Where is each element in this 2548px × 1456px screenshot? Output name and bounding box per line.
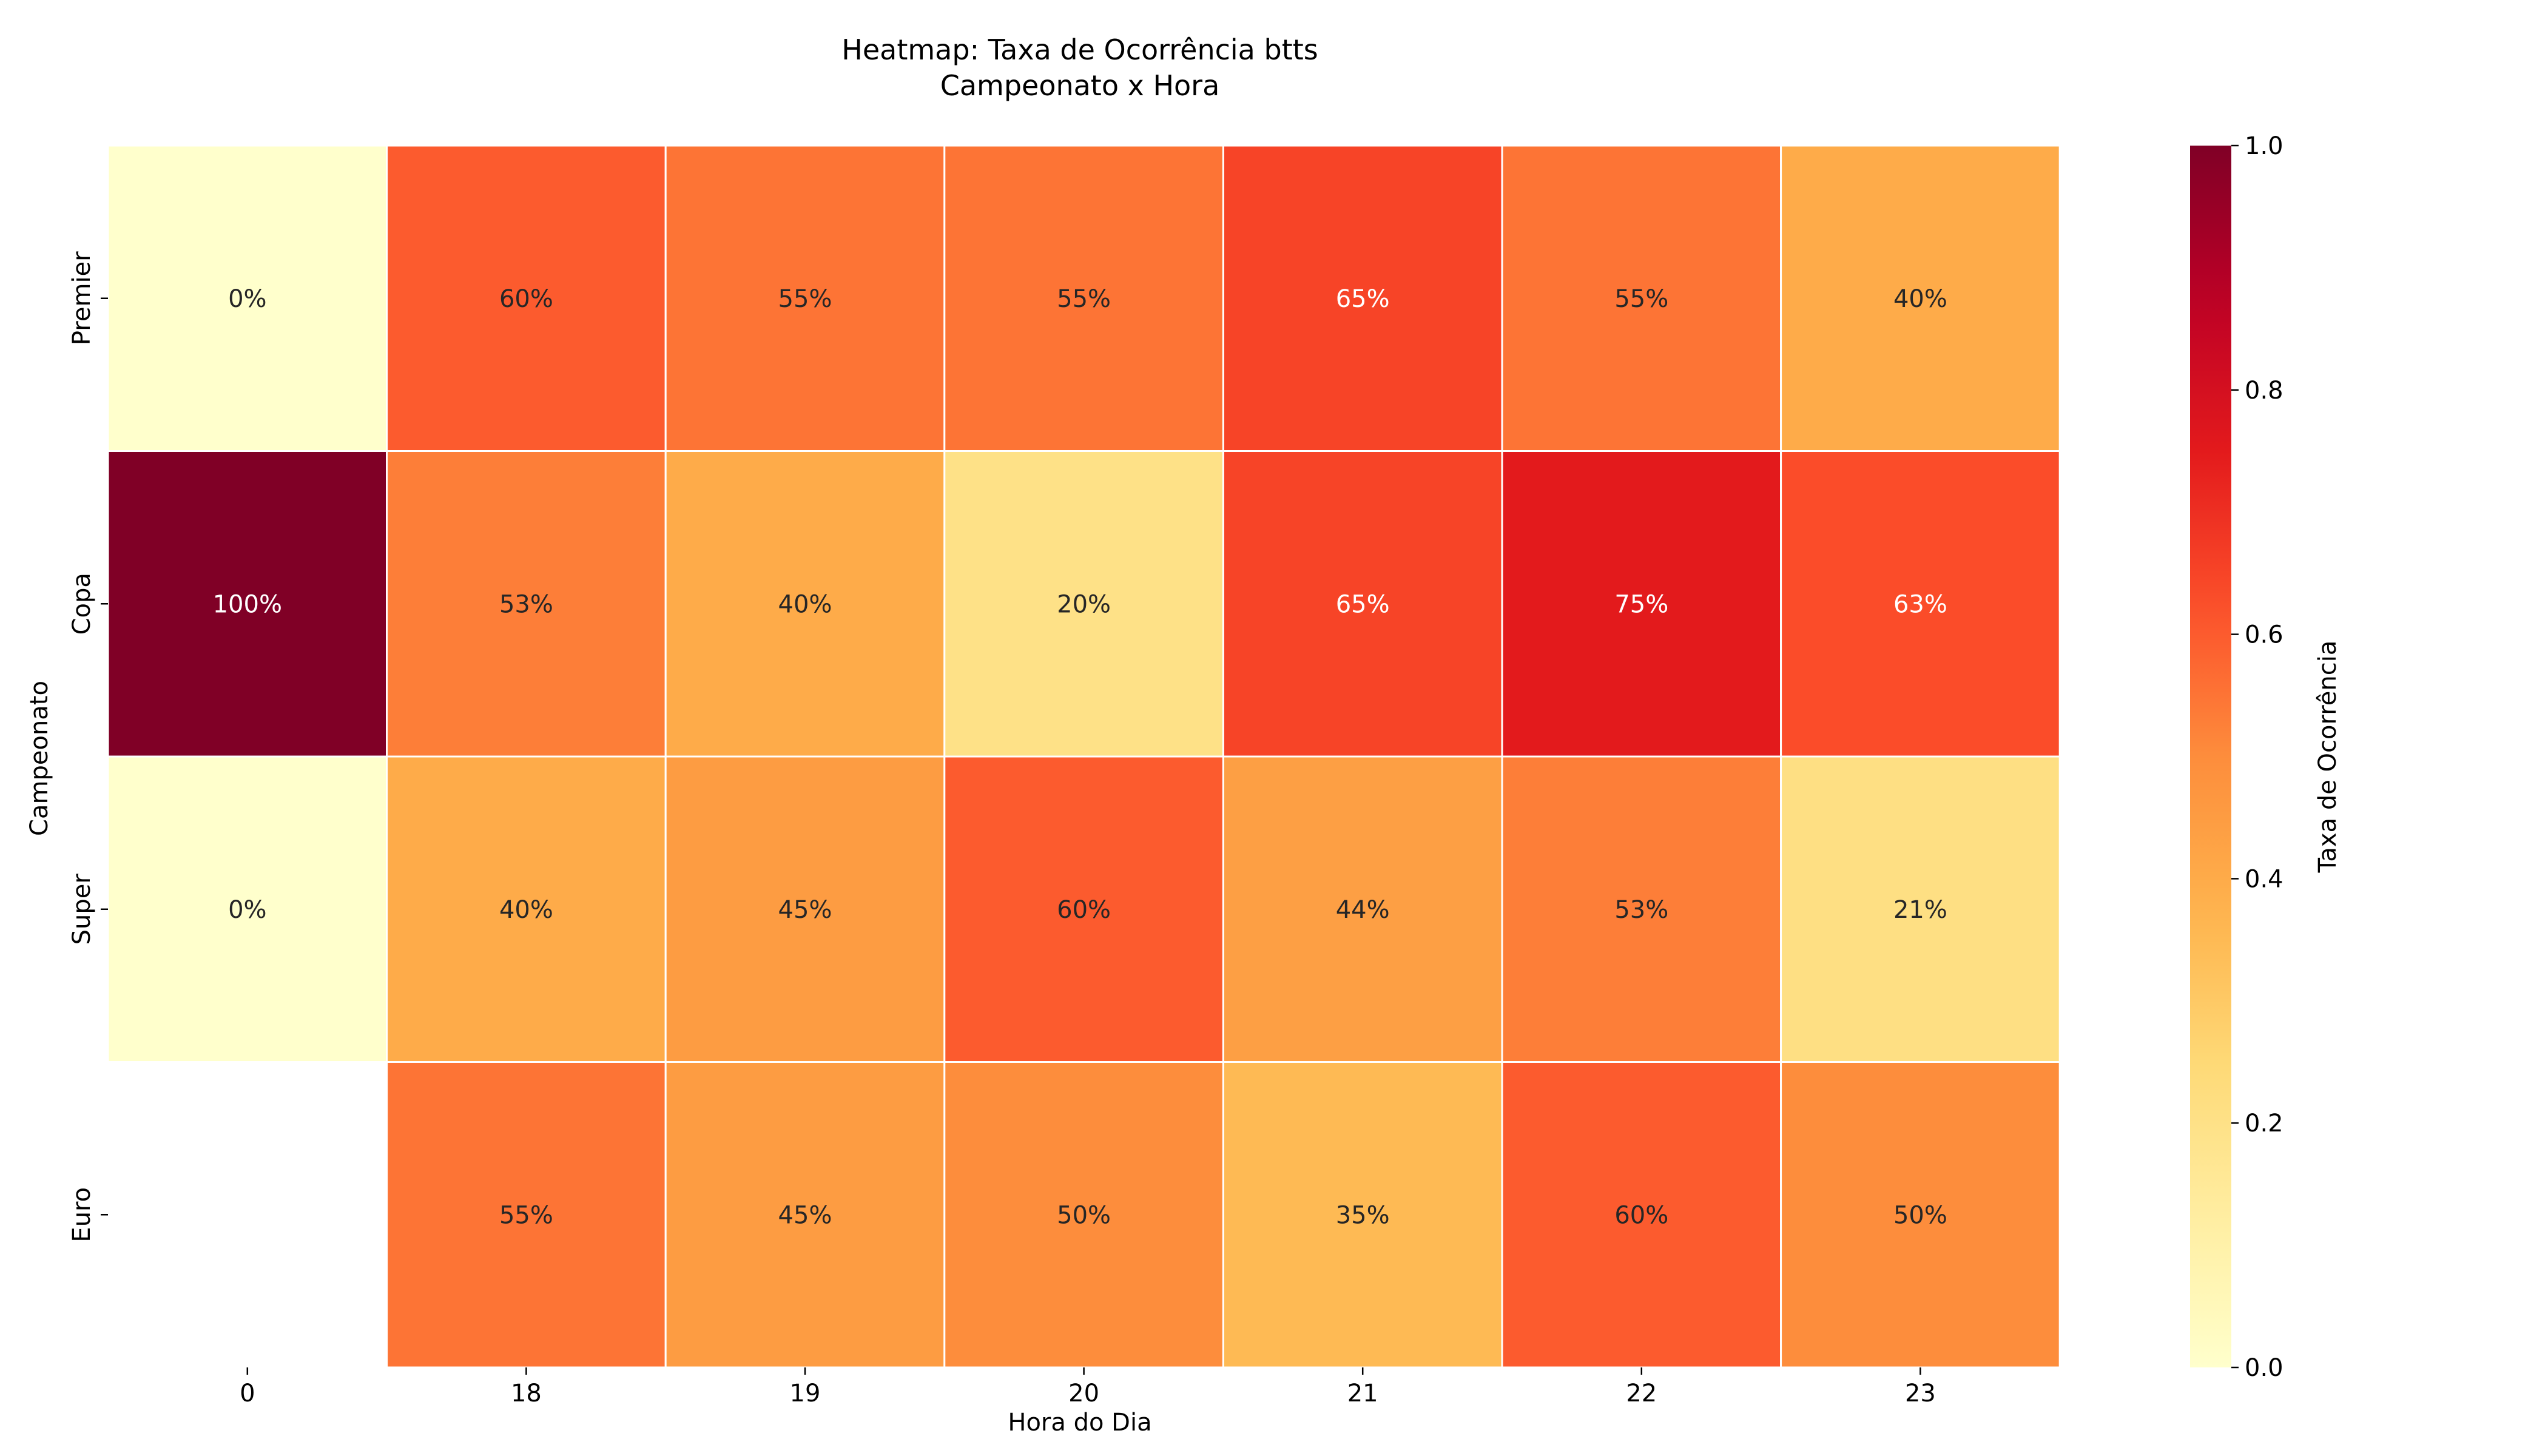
cell-value-label: 50%: [1893, 1201, 1947, 1229]
heatmap-cell: [1501, 450, 1782, 758]
x-tick-label: 0: [240, 1380, 255, 1407]
cell-value-label: 55%: [1614, 285, 1668, 313]
cell-value-label: 60%: [1614, 1201, 1668, 1229]
cell-value-label: 65%: [1336, 590, 1390, 618]
cell-value-label: 55%: [1057, 285, 1111, 313]
x-axis-ticks: 0 18 19 20 21 22 23: [240, 1367, 1936, 1407]
heatmap-cell: [386, 144, 667, 452]
heatmap-cell: [1222, 450, 1503, 758]
cell-value-label: 0%: [228, 285, 266, 313]
heatmap-cell: [1501, 1061, 1782, 1369]
x-tick-label: 21: [1347, 1380, 1378, 1407]
cell-value-label: 35%: [1336, 1201, 1390, 1229]
heatmap-cell: [1780, 450, 2061, 758]
x-tick-label: 22: [1626, 1380, 1657, 1407]
x-tick-label: 20: [1068, 1380, 1099, 1407]
y-tick-label: Premier: [68, 251, 96, 345]
cell-value-label: 63%: [1893, 590, 1947, 618]
cell-value-label: 45%: [778, 1201, 832, 1229]
heatmap-cell: [107, 755, 388, 1063]
heatmap-cell: [386, 1061, 667, 1369]
heatmap-cells: [107, 144, 2061, 1369]
y-axis-ticks: Premier Copa Super Euro: [68, 251, 108, 1242]
x-axis-label: Hora do Dia: [1008, 1409, 1151, 1437]
y-axis-label: Campeonato: [25, 681, 53, 836]
x-tick-label: 23: [1905, 1380, 1936, 1407]
colorbar-tick-label: 0.0: [2245, 1354, 2283, 1382]
y-tick-label: Super: [68, 874, 96, 945]
cell-value-label: 60%: [499, 285, 553, 313]
chart-title-line-2: Campeonato x Hora: [940, 69, 1220, 102]
heatmap-cell: [664, 1061, 946, 1369]
colorbar-ticks: 0.0 0.2 0.4 0.6 0.8 1.0: [2231, 132, 2283, 1382]
heatmap-cell: [1780, 755, 2061, 1063]
colorbar-tick-label: 0.2: [2245, 1110, 2283, 1138]
cell-value-label: 40%: [499, 896, 553, 924]
cell-value-label: 40%: [1893, 285, 1947, 313]
heatmap-cell: [1501, 144, 1782, 452]
cell-value-label: 53%: [1614, 896, 1668, 924]
x-tick-label: 18: [511, 1380, 542, 1407]
colorbar-tick-label: 0.8: [2245, 377, 2283, 405]
y-tick-label: Copa: [68, 573, 96, 635]
colorbar: [2190, 146, 2231, 1367]
heatmap-cell: [107, 144, 388, 452]
heatmap-cell: [943, 144, 1224, 452]
x-tick-label: 19: [790, 1380, 821, 1407]
heatmap-cell: [664, 755, 946, 1063]
heatmap-cell: [107, 450, 388, 758]
cell-value-label: 55%: [778, 285, 832, 313]
cell-value-label: 53%: [499, 590, 553, 618]
cell-value-label: 21%: [1893, 896, 1947, 924]
cell-value-label: 0%: [228, 896, 266, 924]
cell-value-label: 50%: [1057, 1201, 1111, 1229]
y-tick-label: Euro: [68, 1187, 96, 1242]
heatmap-cell: [1780, 1061, 2061, 1369]
cell-labels: 0% 60% 55% 55% 65% 55% 40% 100% 53% 40% 20% 65% 75% 6…: [213, 285, 1947, 1230]
heatmap-cell: [1222, 755, 1503, 1063]
cell-value-label: 100%: [213, 590, 282, 618]
heatmap-cell: [1501, 755, 1782, 1063]
heatmap-cell: [943, 755, 1224, 1063]
heatmap-cell: [664, 450, 946, 758]
heatmap-cell: [1222, 1061, 1503, 1369]
cell-value-label: 75%: [1614, 590, 1668, 618]
colorbar-tick-label: 1.0: [2245, 132, 2283, 160]
colorbar-label: Taxa de Ocorrência: [2314, 641, 2342, 874]
heatmap-cell: [1222, 144, 1503, 452]
cell-value-label: 45%: [778, 896, 832, 924]
cell-value-label: 60%: [1057, 896, 1111, 924]
cell-value-label: 40%: [778, 590, 832, 618]
chart-title-line-1: Heatmap: Taxa de Ocorrência btts: [841, 33, 1318, 66]
heatmap-cell: [386, 755, 667, 1063]
cell-value-label: 65%: [1336, 285, 1390, 313]
cell-value-label: 20%: [1057, 590, 1111, 618]
colorbar-tick-label: 0.6: [2245, 621, 2283, 649]
heatmap-cell: [1780, 144, 2061, 452]
colorbar-tick-label: 0.4: [2245, 865, 2283, 893]
heatmap-cell: [664, 144, 946, 452]
cell-value-label: 44%: [1336, 896, 1390, 924]
cell-value-label: 55%: [499, 1201, 553, 1229]
